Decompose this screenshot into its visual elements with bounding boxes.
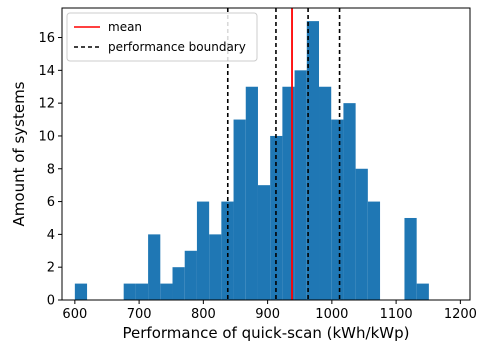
- histogram-bar: [184, 250, 197, 300]
- histogram-bar: [172, 267, 185, 300]
- legend-boundary-label: performance boundary: [108, 40, 246, 54]
- histogram-bar: [270, 135, 283, 300]
- plot-frame: [61, 7, 471, 301]
- histogram-bar: [294, 70, 307, 300]
- x-tick-label: 600: [62, 307, 87, 322]
- histogram-bar: [367, 201, 381, 300]
- histogram-bar: [160, 283, 173, 300]
- x-axis-label: Performance of quick-scan (kWh/kWp): [123, 324, 410, 342]
- y-tick-label: 14: [38, 64, 55, 79]
- x-tick-label: 1100: [380, 307, 413, 322]
- histogram-bars: [74, 21, 429, 301]
- histogram-bar: [306, 21, 320, 300]
- histogram-bar: [196, 201, 210, 300]
- histogram-bar: [221, 201, 234, 300]
- y-axis-label: Amount of systems: [10, 81, 28, 226]
- histogram-bar: [404, 217, 417, 300]
- histogram-bar: [416, 283, 429, 300]
- y-tick-label: 10: [38, 129, 55, 144]
- y-tick-label: 6: [47, 195, 55, 210]
- x-tick-label: 800: [191, 307, 216, 322]
- y-tick-label: 12: [38, 97, 55, 112]
- histogram-bar: [209, 234, 222, 300]
- legend-box: [66, 12, 258, 62]
- histogram-bar: [148, 234, 161, 300]
- x-tick-label: 1000: [315, 307, 348, 322]
- y-tick-label: 8: [47, 162, 55, 177]
- y-tick-label: 4: [47, 228, 55, 243]
- histogram-bar: [233, 119, 246, 300]
- legend: mean performance boundary: [66, 12, 258, 62]
- x-axis-ticks: 600 700 800 900 1000 1100 1200: [62, 300, 477, 322]
- x-tick-label: 900: [255, 307, 280, 322]
- histogram-bar: [245, 86, 258, 300]
- histogram-bar: [74, 283, 88, 300]
- histogram-bar: [135, 283, 149, 300]
- y-axis-ticks: 0 2 4 6 8 10 12 14 16: [38, 31, 62, 309]
- x-tick-label: 1200: [444, 307, 477, 322]
- histogram-bar: [319, 86, 332, 300]
- y-tick-label: 0: [47, 294, 55, 309]
- y-tick-label: 2: [47, 261, 55, 276]
- y-tick-label: 16: [38, 31, 55, 46]
- histogram-bar: [355, 168, 368, 300]
- histogram-bar: [343, 103, 356, 301]
- reference-lines: [226, 8, 341, 300]
- legend-mean-label: mean: [108, 20, 142, 34]
- histogram-bar: [123, 283, 136, 300]
- x-tick-label: 700: [127, 307, 152, 322]
- histogram-bar: [331, 119, 344, 300]
- histogram-bar: [257, 185, 271, 300]
